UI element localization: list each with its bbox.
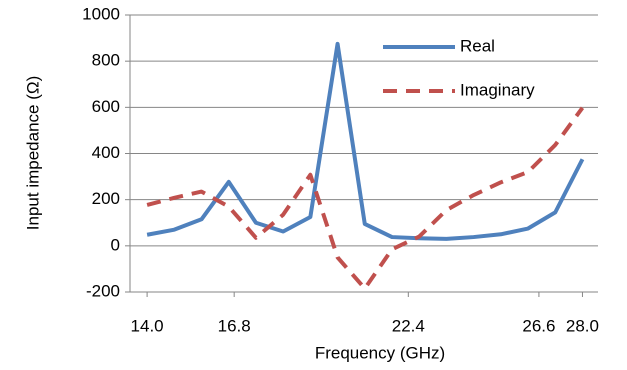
y-tick-label: 200 [92,189,120,208]
y-tick-label: 0 [111,235,120,254]
legend-label: Imaginary [460,80,535,99]
series-line [146,106,585,291]
x-axis-label: Frequency (GHz) [315,343,445,362]
x-tick-label: 26.6 [522,316,555,335]
y-tick-label: 600 [92,97,120,116]
x-tick-label: 14.0 [131,316,164,335]
y-tick-label: -200 [86,281,120,300]
y-tick-label: 800 [92,51,120,70]
y-axis-label: Input impedance (Ω) [23,76,42,230]
x-tick-label: 16.8 [218,316,251,335]
series-line [146,41,585,241]
x-tick-label: 28.0 [566,316,599,335]
y-tick-label: 1000 [82,4,120,23]
legend-label: Real [460,36,495,55]
y-tick-label: 400 [92,143,120,162]
x-tick-label: 22.4 [392,316,425,335]
